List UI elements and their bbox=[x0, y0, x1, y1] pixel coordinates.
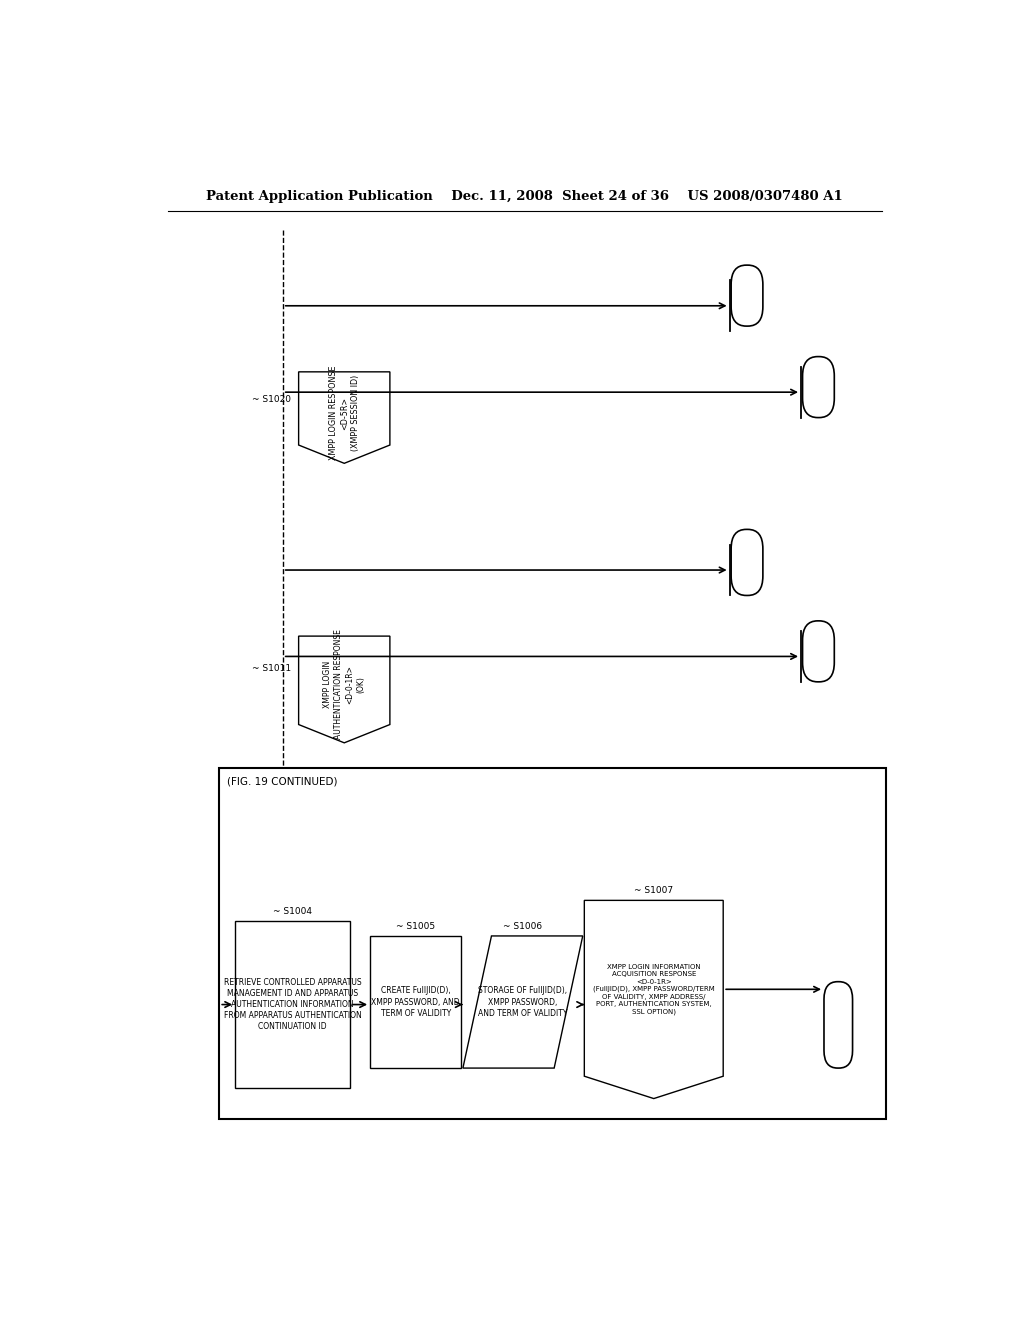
Text: XMPP LOGIN
AUTHENTICATION RESPONSE
<D-0-1R>
(OK): XMPP LOGIN AUTHENTICATION RESPONSE <D-0-… bbox=[324, 630, 366, 739]
Text: ~ S1006: ~ S1006 bbox=[503, 921, 543, 931]
FancyBboxPatch shape bbox=[731, 529, 763, 595]
Text: XMPP LOGIN INFORMATION
ACQUISITION RESPONSE
<D-0-1R>
(FullJID(D), XMPP PASSWORD/: XMPP LOGIN INFORMATION ACQUISITION RESPO… bbox=[593, 964, 715, 1015]
Polygon shape bbox=[299, 636, 390, 743]
Text: XMPP LOGIN RESPONSE
<D-5R>
(XMPP SESSION ID): XMPP LOGIN RESPONSE <D-5R> (XMPP SESSION… bbox=[329, 366, 359, 461]
Text: ~ S1020: ~ S1020 bbox=[252, 395, 291, 404]
Text: ~ S1005: ~ S1005 bbox=[396, 921, 435, 931]
FancyBboxPatch shape bbox=[803, 356, 835, 417]
Text: ~ S1004: ~ S1004 bbox=[273, 907, 312, 916]
Text: ~ S1007: ~ S1007 bbox=[634, 886, 674, 895]
FancyBboxPatch shape bbox=[219, 768, 886, 1119]
FancyBboxPatch shape bbox=[731, 265, 763, 326]
Text: (FIG. 19 CONTINUED): (FIG. 19 CONTINUED) bbox=[227, 776, 338, 787]
FancyBboxPatch shape bbox=[370, 936, 461, 1068]
Polygon shape bbox=[299, 372, 390, 463]
Text: ~ S1011: ~ S1011 bbox=[252, 664, 291, 673]
FancyBboxPatch shape bbox=[803, 620, 835, 682]
FancyBboxPatch shape bbox=[824, 982, 853, 1068]
Text: RETRIEVE CONTROLLED APPARATUS
MANAGEMENT ID AND APPARATUS
AUTHENTICATION INFORMA: RETRIEVE CONTROLLED APPARATUS MANAGEMENT… bbox=[224, 978, 361, 1031]
Text: Patent Application Publication    Dec. 11, 2008  Sheet 24 of 36    US 2008/03074: Patent Application Publication Dec. 11, … bbox=[207, 190, 843, 202]
FancyBboxPatch shape bbox=[236, 921, 350, 1089]
Text: CREATE FullJID(D),
XMPP PASSWORD, AND
TERM OF VALIDITY: CREATE FullJID(D), XMPP PASSWORD, AND TE… bbox=[372, 986, 460, 1018]
Polygon shape bbox=[463, 936, 583, 1068]
Polygon shape bbox=[585, 900, 723, 1098]
Text: STORAGE OF FullJID(D),
XMPP PASSWORD,
AND TERM OF VALIDITY: STORAGE OF FullJID(D), XMPP PASSWORD, AN… bbox=[478, 986, 567, 1018]
